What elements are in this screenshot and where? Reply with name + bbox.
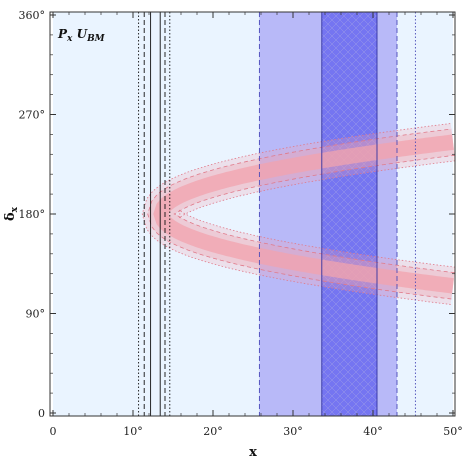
arc-band-1sigma: [153, 134, 454, 294]
x-tick-label-4: 40°: [363, 425, 383, 438]
y-tick-label-1: 90°: [26, 308, 46, 321]
arc-band-2sigma: [147, 129, 455, 299]
y-tick-label-2: 180°: [19, 208, 46, 221]
y-tick-label-0: 0: [38, 407, 45, 420]
y-tick-label-4: 360°: [19, 9, 46, 22]
y-axis-title: δx: [3, 206, 20, 221]
arc-edge-2-1: [173, 154, 455, 274]
x-tick-label-1: 10°: [123, 425, 143, 438]
x-tick-label-2: 20°: [203, 425, 223, 438]
arc-edge-2-2: [147, 128, 452, 300]
y-tick-label-3: 270°: [19, 109, 46, 122]
x-tick-label-5: 50°: [443, 425, 463, 438]
x-tick-label-3: 30°: [283, 425, 303, 438]
narrow-band-hatch: [321, 12, 377, 416]
x-axis-title: x: [249, 445, 257, 460]
arc-edge-1-2: [141, 123, 451, 305]
panel-label: Px UBM: [57, 27, 106, 44]
arc-edge-1-1: [178, 160, 455, 268]
x-tick-label-0: 0: [50, 425, 57, 438]
